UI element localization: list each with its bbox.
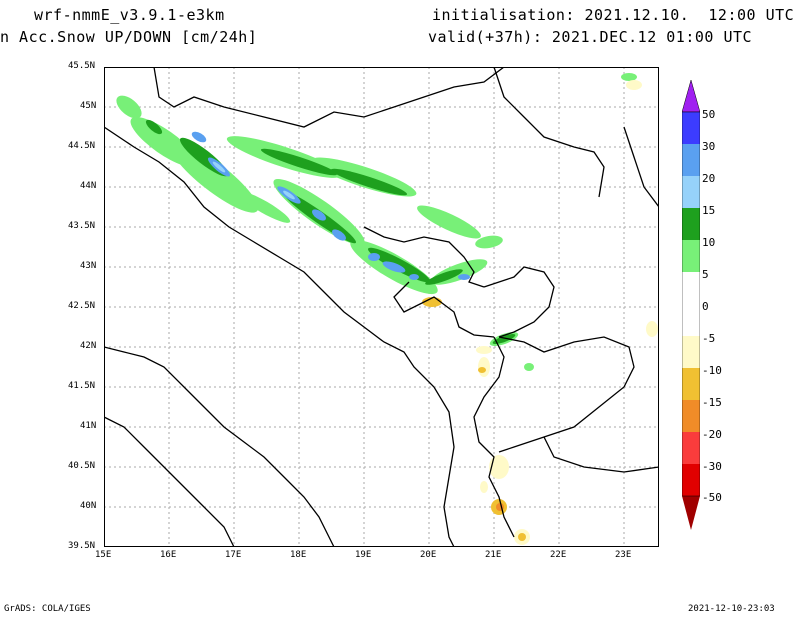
cb-label: -50 xyxy=(702,491,722,504)
lon-tick: 17E xyxy=(225,550,242,560)
cb-label: 0 xyxy=(702,300,709,313)
cb-label: 5 xyxy=(702,268,709,281)
lat-tick: 44N xyxy=(80,181,97,191)
cb-label: -10 xyxy=(702,364,722,377)
cb-label: 15 xyxy=(702,204,716,217)
cb-label: -5 xyxy=(702,332,716,345)
colorbar xyxy=(682,80,700,530)
valid-time: valid(+37h): 2021.DEC.12 01:00 UTC xyxy=(428,28,753,46)
lat-tick: 40N xyxy=(80,501,97,511)
cb-label: -30 xyxy=(702,460,722,473)
borders xyxy=(104,67,659,547)
lat-tick: 41N xyxy=(80,421,97,431)
field-title: n Acc.Snow UP/DOWN [cm/24h] xyxy=(0,28,258,46)
map-panel xyxy=(104,67,659,547)
lon-tick: 16E xyxy=(160,550,177,560)
lat-tick: 45N xyxy=(80,101,97,111)
lat-tick: 40.5N xyxy=(68,461,96,471)
lat-tick: 42N xyxy=(80,341,97,351)
lat-tick: 42.5N xyxy=(68,301,96,311)
lat-tick: 43.5N xyxy=(68,221,96,231)
cb-label: 10 xyxy=(702,236,716,249)
footer-software: GrADS: COLA/IGES xyxy=(4,604,91,614)
cb-label: -20 xyxy=(702,428,722,441)
lat-tick: 43N xyxy=(80,261,97,271)
model-title: wrf-nmmE_v3.9.1-e3km xyxy=(34,6,225,24)
lon-tick: 19E xyxy=(355,550,372,560)
map-frame xyxy=(104,67,659,547)
footer-timestamp: 2021-12-10-23:03 xyxy=(688,604,775,614)
cb-label: 30 xyxy=(702,140,716,153)
lon-tick: 23E xyxy=(615,550,632,560)
lon-tick: 18E xyxy=(290,550,307,560)
lon-tick: 21E xyxy=(485,550,502,560)
cb-label: 20 xyxy=(702,172,716,185)
init-time: initialisation: 2021.12.10. 12:00 UTC xyxy=(432,6,795,24)
map-svg xyxy=(104,67,659,547)
cb-label: -15 xyxy=(702,396,722,409)
lon-tick: 20E xyxy=(420,550,437,560)
cb-label: 50 xyxy=(702,108,716,121)
lat-tick: 41.5N xyxy=(68,381,96,391)
lat-tick: 39.5N xyxy=(68,541,96,551)
lon-tick: 22E xyxy=(550,550,567,560)
lat-tick: 45.5N xyxy=(68,61,96,71)
snow-accumulation xyxy=(116,73,637,371)
graticule xyxy=(104,67,659,547)
lon-tick: 15E xyxy=(95,550,112,560)
lat-tick: 44.5N xyxy=(68,141,96,151)
